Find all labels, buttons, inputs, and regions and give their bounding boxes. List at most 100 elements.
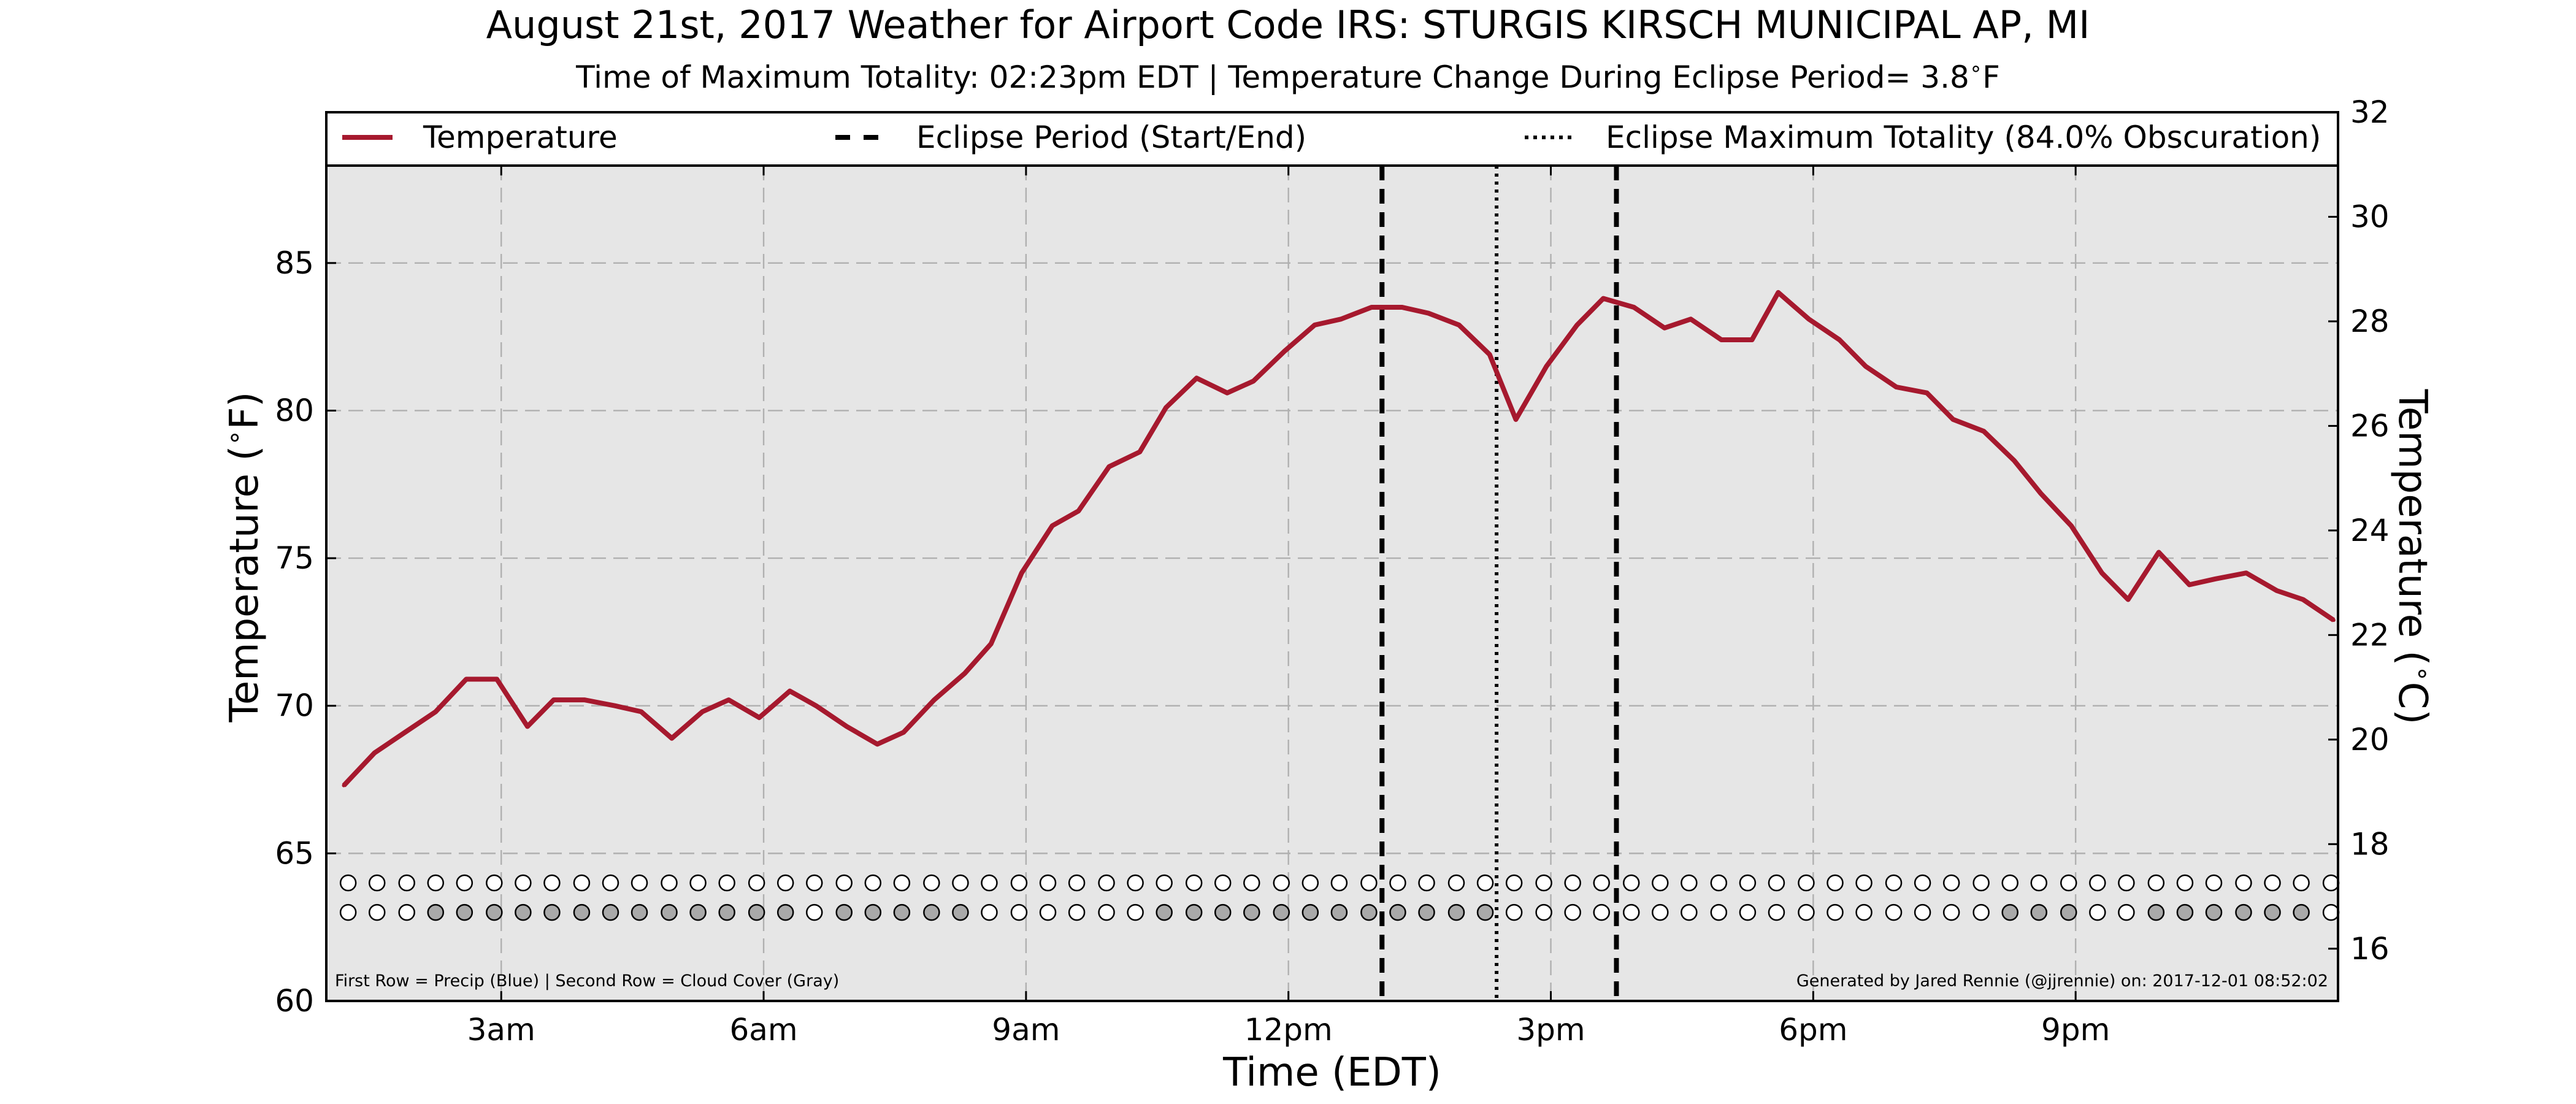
cloud-cover-marker [2176,903,2194,921]
precip-marker [776,874,794,892]
temperature-point [902,730,906,735]
cloud-cover-marker [1535,903,1552,921]
cloud-cover-marker [1330,903,1348,921]
precip-marker [339,874,357,892]
temperature-point [1894,385,1898,389]
cloud-cover-marker [1652,903,1669,921]
cloud-cover-marker [835,903,853,921]
precip-marker [1535,874,1552,892]
precip-marker [1827,874,1844,892]
temperature-point [403,730,407,735]
precip-marker [1652,874,1669,892]
cloud-cover-marker [923,903,940,921]
precip-marker [1243,874,1260,892]
temperature-point [1925,391,1929,395]
temperature-point [1225,391,1229,395]
cloud-cover-marker [1127,903,1144,921]
cloud-cover-marker [2264,903,2281,921]
temperature-point [2301,597,2305,602]
cloud-cover-marker [2118,903,2135,921]
precip-marker [1330,874,1348,892]
precip-marker [1855,874,1873,892]
y-right-axis-title-degree: ∘ [2409,665,2439,681]
precip-marker [2264,874,2281,892]
subtitle-unit: F [1982,59,2000,95]
precip-marker [1564,874,1581,892]
marker-rows [339,874,2340,921]
y-axis-title-text: Temperature ( [222,446,267,723]
cloud-cover-marker [398,903,415,921]
y-axis-title: Temperature (∘F) [219,392,268,723]
x-axis-title: Time (EDT) [1222,1050,1441,1095]
temperature-point [1951,417,1955,421]
precip-marker [864,874,882,892]
temperature-point [1838,337,1842,342]
temperature-point [526,724,529,729]
cloud-cover-marker [1098,903,1115,921]
temperature-point [1514,417,1518,421]
cloud-cover-marker [456,903,473,921]
precip-marker [515,874,532,892]
cloud-cover-marker [2322,903,2340,921]
cloud-cover-marker [776,903,794,921]
temperature-point [700,710,705,714]
precip-marker [2322,874,2340,892]
temperature-point [372,751,377,755]
cloud-cover-marker [1505,903,1523,921]
temperature-point [1050,524,1054,528]
temperature-point [1487,353,1492,357]
precip-marker [1360,874,1378,892]
precip-marker [1039,874,1057,892]
precip-marker [631,874,648,892]
legend-temperature-label: Temperature [423,120,618,155]
temperature-point [1807,317,1811,321]
precip-marker [661,874,678,892]
chart-title: August 21st, 2017 Weather for Airport Co… [486,2,2090,47]
temperature-point [1689,317,1693,321]
cloud-cover-marker [1593,903,1610,921]
temperature-point [1164,405,1168,410]
cloud-cover-marker [1156,903,1173,921]
precip-marker [573,874,591,892]
grid-lines [326,166,2338,1001]
cloud-cover-marker [427,903,445,921]
temperature-point [1251,379,1255,383]
temperature-point [1662,326,1666,330]
cloud-cover-marker [1301,903,1319,921]
cloud-cover-marker [2293,903,2310,921]
precip-marker [2176,874,2194,892]
cloud-cover-marker [339,903,357,921]
cloud-cover-marker [1214,903,1232,921]
temperature-point [495,677,499,681]
temperature-point [1370,305,1374,310]
cloud-cover-marker [1273,903,1290,921]
temperature-point [2331,618,2336,623]
precip-marker [689,874,707,892]
cloud-cover-marker [689,903,707,921]
cloud-cover-marker [368,903,386,921]
precip-marker [1389,874,1406,892]
precip-marker [1505,874,1523,892]
y-right-tick-label: 30 [2350,199,2390,234]
cloud-cover-marker [748,903,765,921]
precip-marker [923,874,940,892]
precip-marker [398,874,415,892]
precip-marker [1914,874,1931,892]
x-tick-label: 3am [467,1012,535,1048]
cloud-cover-marker [1185,903,1203,921]
cloud-cover-marker [1476,903,1494,921]
precip-marker [2118,874,2135,892]
temperature-point [2244,571,2248,575]
cloud-cover-marker [2147,903,2165,921]
y-right-tick-label: 24 [2350,513,2390,548]
cloud-cover-marker [1827,903,1844,921]
y-tick-label: 60 [275,983,314,1019]
cloud-cover-marker [1039,903,1057,921]
precip-marker [543,874,561,892]
temperature-point [2099,571,2104,575]
y-tick-label: 80 [275,393,314,428]
precip-marker [1622,874,1640,892]
temperature-point [1750,337,1754,342]
temperature-point [1313,323,1317,327]
y-right-axis-title: Temperature (∘C) [2390,389,2439,725]
